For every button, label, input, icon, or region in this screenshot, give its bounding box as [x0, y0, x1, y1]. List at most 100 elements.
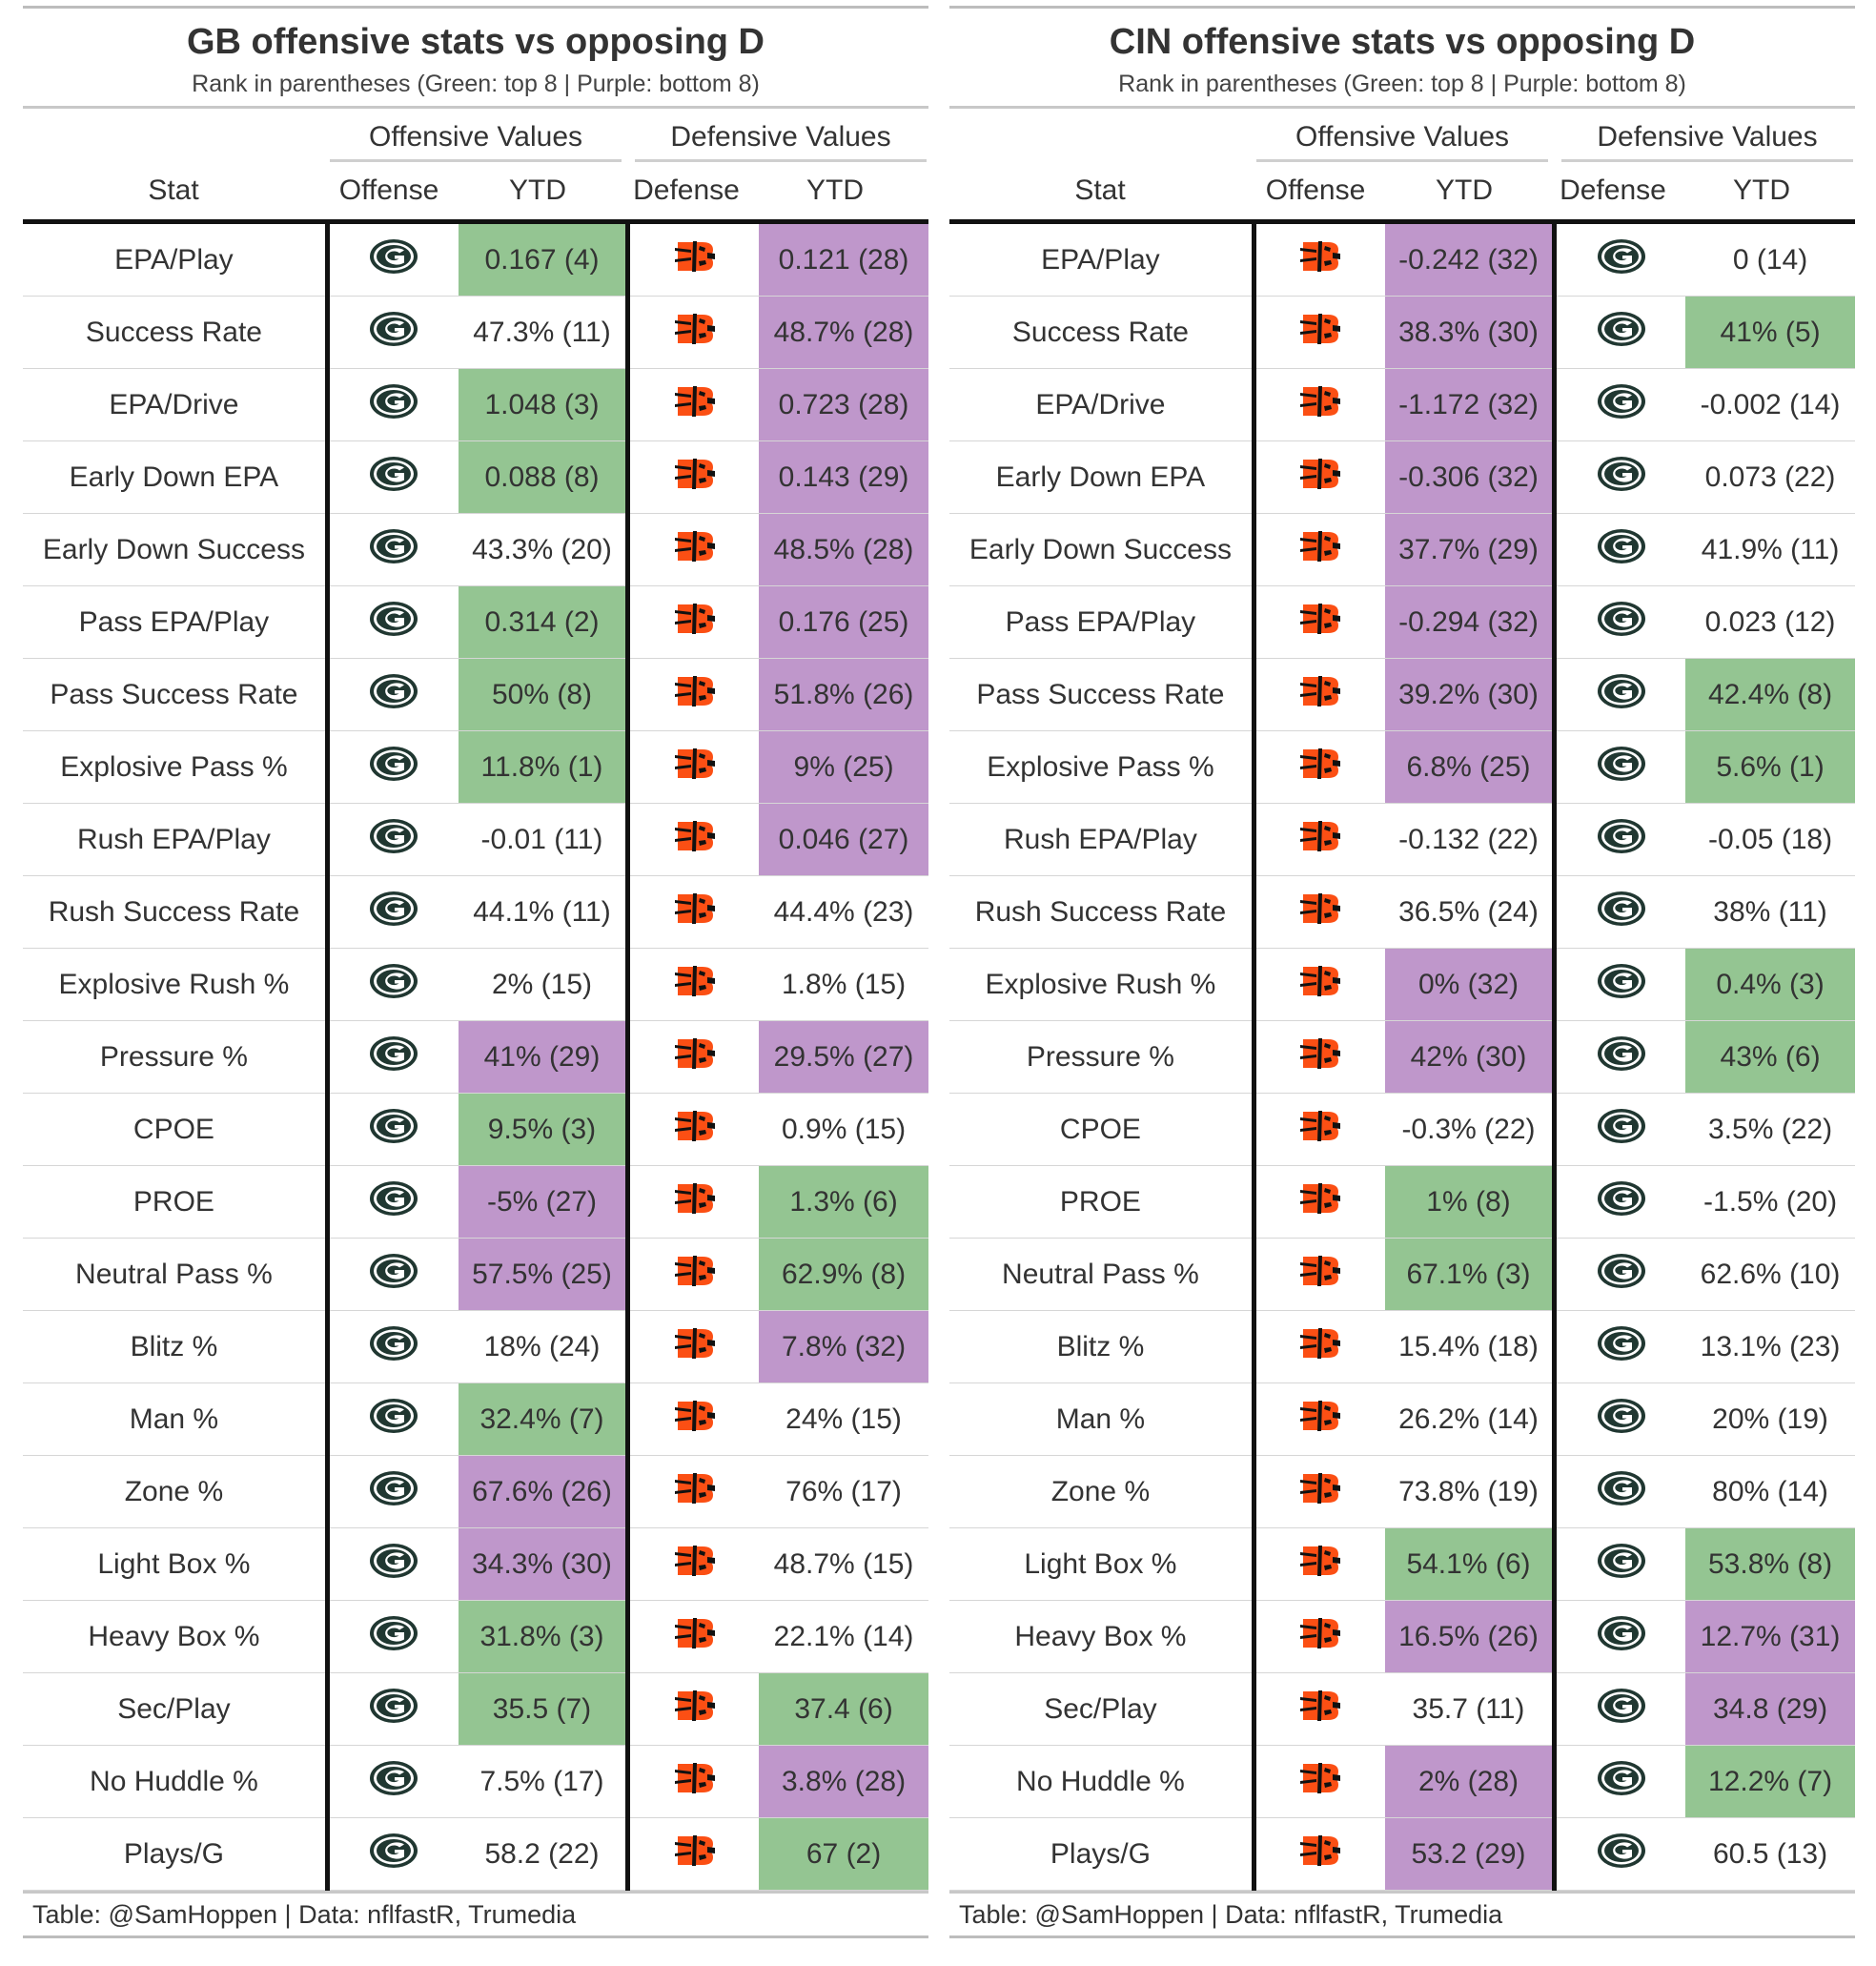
defense-ytd-cell: 24% (15) — [759, 1382, 928, 1456]
offense-logo-cell — [1254, 1020, 1385, 1094]
table-row: Pass EPA/Play -0.294 (32) 0.023 (12) — [949, 585, 1855, 659]
defense-ytd-cell: 22.1% (14) — [759, 1600, 928, 1673]
offense-ytd-cell: 53.2 (29) — [1384, 1817, 1558, 1891]
table-row: Pressure % 41% (29) 29.5% (27) — [23, 1020, 928, 1094]
packers-logo-icon — [1597, 891, 1646, 934]
defense-ytd-cell: 34.8 (29) — [1685, 1672, 1855, 1746]
bengals-logo-icon — [1298, 1398, 1342, 1442]
defense-ytd-cell: 41% (5) — [1685, 296, 1855, 369]
defense-logo-cell — [1554, 803, 1686, 876]
offense-logo-cell — [1254, 1238, 1385, 1311]
offense-ytd-cell: 15.4% (18) — [1384, 1310, 1558, 1383]
packers-logo-icon — [1597, 1615, 1646, 1659]
bengals-logo-icon — [673, 1325, 717, 1369]
packers-logo-icon — [369, 1833, 418, 1876]
bengals-logo-icon — [673, 1543, 717, 1587]
stat-name-cell: Rush EPA/Play — [949, 803, 1256, 876]
bengals-logo-icon — [1298, 891, 1342, 934]
packers-logo-icon — [1597, 1253, 1646, 1297]
packers-logo-icon — [1597, 1543, 1646, 1587]
stat-name-cell: Early Down EPA — [949, 440, 1256, 514]
offense-logo-cell — [1254, 224, 1385, 297]
packers-logo-icon — [1597, 1470, 1646, 1514]
offense-ytd-cell: 0.088 (8) — [458, 440, 631, 514]
table-row: Early Down Success 37.7% (29) 41.9% (11) — [949, 513, 1855, 586]
table-row: Pass Success Rate 50% (8) 51.8% (26) — [23, 658, 928, 731]
offense-ytd-cell: 16.5% (26) — [1384, 1600, 1558, 1673]
offense-logo-cell — [327, 296, 459, 369]
offense-ytd-cell: 7.5% (17) — [458, 1745, 631, 1818]
defense-logo-cell — [1554, 1672, 1686, 1746]
table-row: Early Down EPA 0.088 (8) 0.143 (29) — [23, 440, 928, 514]
offense-ytd-cell: 18% (24) — [458, 1310, 631, 1383]
packers-logo-icon — [369, 1688, 418, 1731]
defense-logo-cell — [627, 1600, 760, 1673]
offense-logo-cell — [1254, 1310, 1385, 1383]
defense-ytd-cell: 20% (19) — [1685, 1382, 1855, 1456]
defense-column-header: Defense — [1560, 174, 1666, 206]
defense-logo-cell — [1554, 948, 1686, 1021]
bengals-logo-icon — [673, 1760, 717, 1804]
offense-logo-cell — [327, 1745, 459, 1818]
offense-column-header: Offense — [338, 174, 439, 206]
defense-logo-cell — [627, 1093, 760, 1166]
packers-logo-icon — [369, 1325, 418, 1369]
stats-table-body: EPA/Play 0.167 (4) 0.121 (28) Success Rate 4… — [23, 224, 928, 1891]
table-row: EPA/Play 0.167 (4) 0.121 (28) — [23, 224, 928, 297]
offense-ytd-cell: 67.1% (3) — [1384, 1238, 1558, 1311]
bengals-logo-icon — [1298, 1470, 1342, 1514]
offense-logo-cell — [1254, 585, 1385, 659]
table-row: Pass EPA/Play 0.314 (2) 0.176 (25) — [23, 585, 928, 659]
defense-logo-cell — [627, 1382, 760, 1456]
offense-ytd-cell: 41% (29) — [458, 1020, 631, 1094]
header-divider — [949, 106, 1855, 109]
stat-name-cell: Rush EPA/Play — [23, 803, 330, 876]
bengals-logo-icon — [1298, 1253, 1342, 1297]
offensive-values-spanner: Offensive Values — [328, 109, 623, 162]
bengals-logo-icon — [1298, 1688, 1342, 1731]
offense-logo-cell — [1254, 875, 1385, 949]
panel-subtitle: Rank in parentheses (Green: top 8 | Purp… — [1118, 71, 1686, 97]
stat-name-cell: CPOE — [23, 1093, 330, 1166]
offense-logo-cell — [327, 1527, 459, 1601]
offense-ytd-cell: 11.8% (1) — [458, 730, 631, 804]
defense-logo-cell — [1554, 585, 1686, 659]
defense-ytd-cell: 51.8% (26) — [759, 658, 928, 731]
offense-logo-cell — [1254, 803, 1385, 876]
table-row: Zone % 67.6% (26) 76% (17) — [23, 1455, 928, 1528]
offense-logo-cell — [1254, 1817, 1385, 1891]
stat-name-cell: Pass Success Rate — [949, 658, 1256, 731]
bengals-logo-icon — [673, 1108, 717, 1152]
offense-ytd-cell: 58.2 (22) — [458, 1817, 631, 1891]
defense-ytd-cell: 9% (25) — [759, 730, 928, 804]
table-row: Explosive Rush % 2% (15) 1.8% (15) — [23, 948, 928, 1021]
offense-ytd-cell: 38.3% (30) — [1384, 296, 1558, 369]
defense-ytd-cell: 38% (11) — [1685, 875, 1855, 949]
defense-logo-cell — [1554, 368, 1686, 441]
stat-name-cell: Success Rate — [23, 296, 330, 369]
offense-ytd-cell: -0.01 (11) — [458, 803, 631, 876]
offense-logo-cell — [327, 1020, 459, 1094]
table-row: Plays/G 53.2 (29) 60.5 (13) — [949, 1817, 1855, 1891]
defense-ytd-cell: 1.8% (15) — [759, 948, 928, 1021]
table-row: Man % 26.2% (14) 20% (19) — [949, 1382, 1855, 1456]
defense-ytd-cell: 0.4% (3) — [1685, 948, 1855, 1021]
defense-ytd-cell: 0.723 (28) — [759, 368, 928, 441]
table-row: Explosive Rush % 0% (32) 0.4% (3) — [949, 948, 1855, 1021]
offense-logo-cell — [327, 1093, 459, 1166]
packers-logo-icon — [1597, 238, 1646, 282]
defense-ytd-cell: 44.4% (23) — [759, 875, 928, 949]
offense-logo-cell — [327, 224, 459, 297]
bengals-logo-icon — [673, 383, 717, 427]
bengals-logo-icon — [1298, 383, 1342, 427]
defense-logo-cell — [1554, 1600, 1686, 1673]
defense-ytd-cell: 3.8% (28) — [759, 1745, 928, 1818]
stat-name-cell: Pass Success Rate — [23, 658, 330, 731]
table-row: Heavy Box % 31.8% (3) 22.1% (14) — [23, 1600, 928, 1673]
bengals-logo-icon — [673, 456, 717, 500]
packers-logo-icon — [1597, 311, 1646, 355]
table-row: PROE 1% (8) -1.5% (20) — [949, 1165, 1855, 1239]
stat-name-cell: Zone % — [23, 1455, 330, 1528]
defense-logo-cell — [1554, 1745, 1686, 1818]
stat-name-cell: EPA/Play — [23, 224, 330, 297]
